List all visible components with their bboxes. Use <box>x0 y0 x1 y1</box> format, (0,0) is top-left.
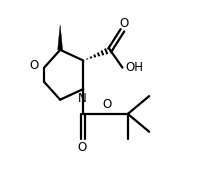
Text: N: N <box>78 92 87 105</box>
Text: O: O <box>30 59 39 72</box>
Text: O: O <box>103 98 112 111</box>
Text: OH: OH <box>125 61 143 74</box>
Text: O: O <box>120 17 129 30</box>
Polygon shape <box>58 25 63 50</box>
Text: O: O <box>78 141 87 154</box>
